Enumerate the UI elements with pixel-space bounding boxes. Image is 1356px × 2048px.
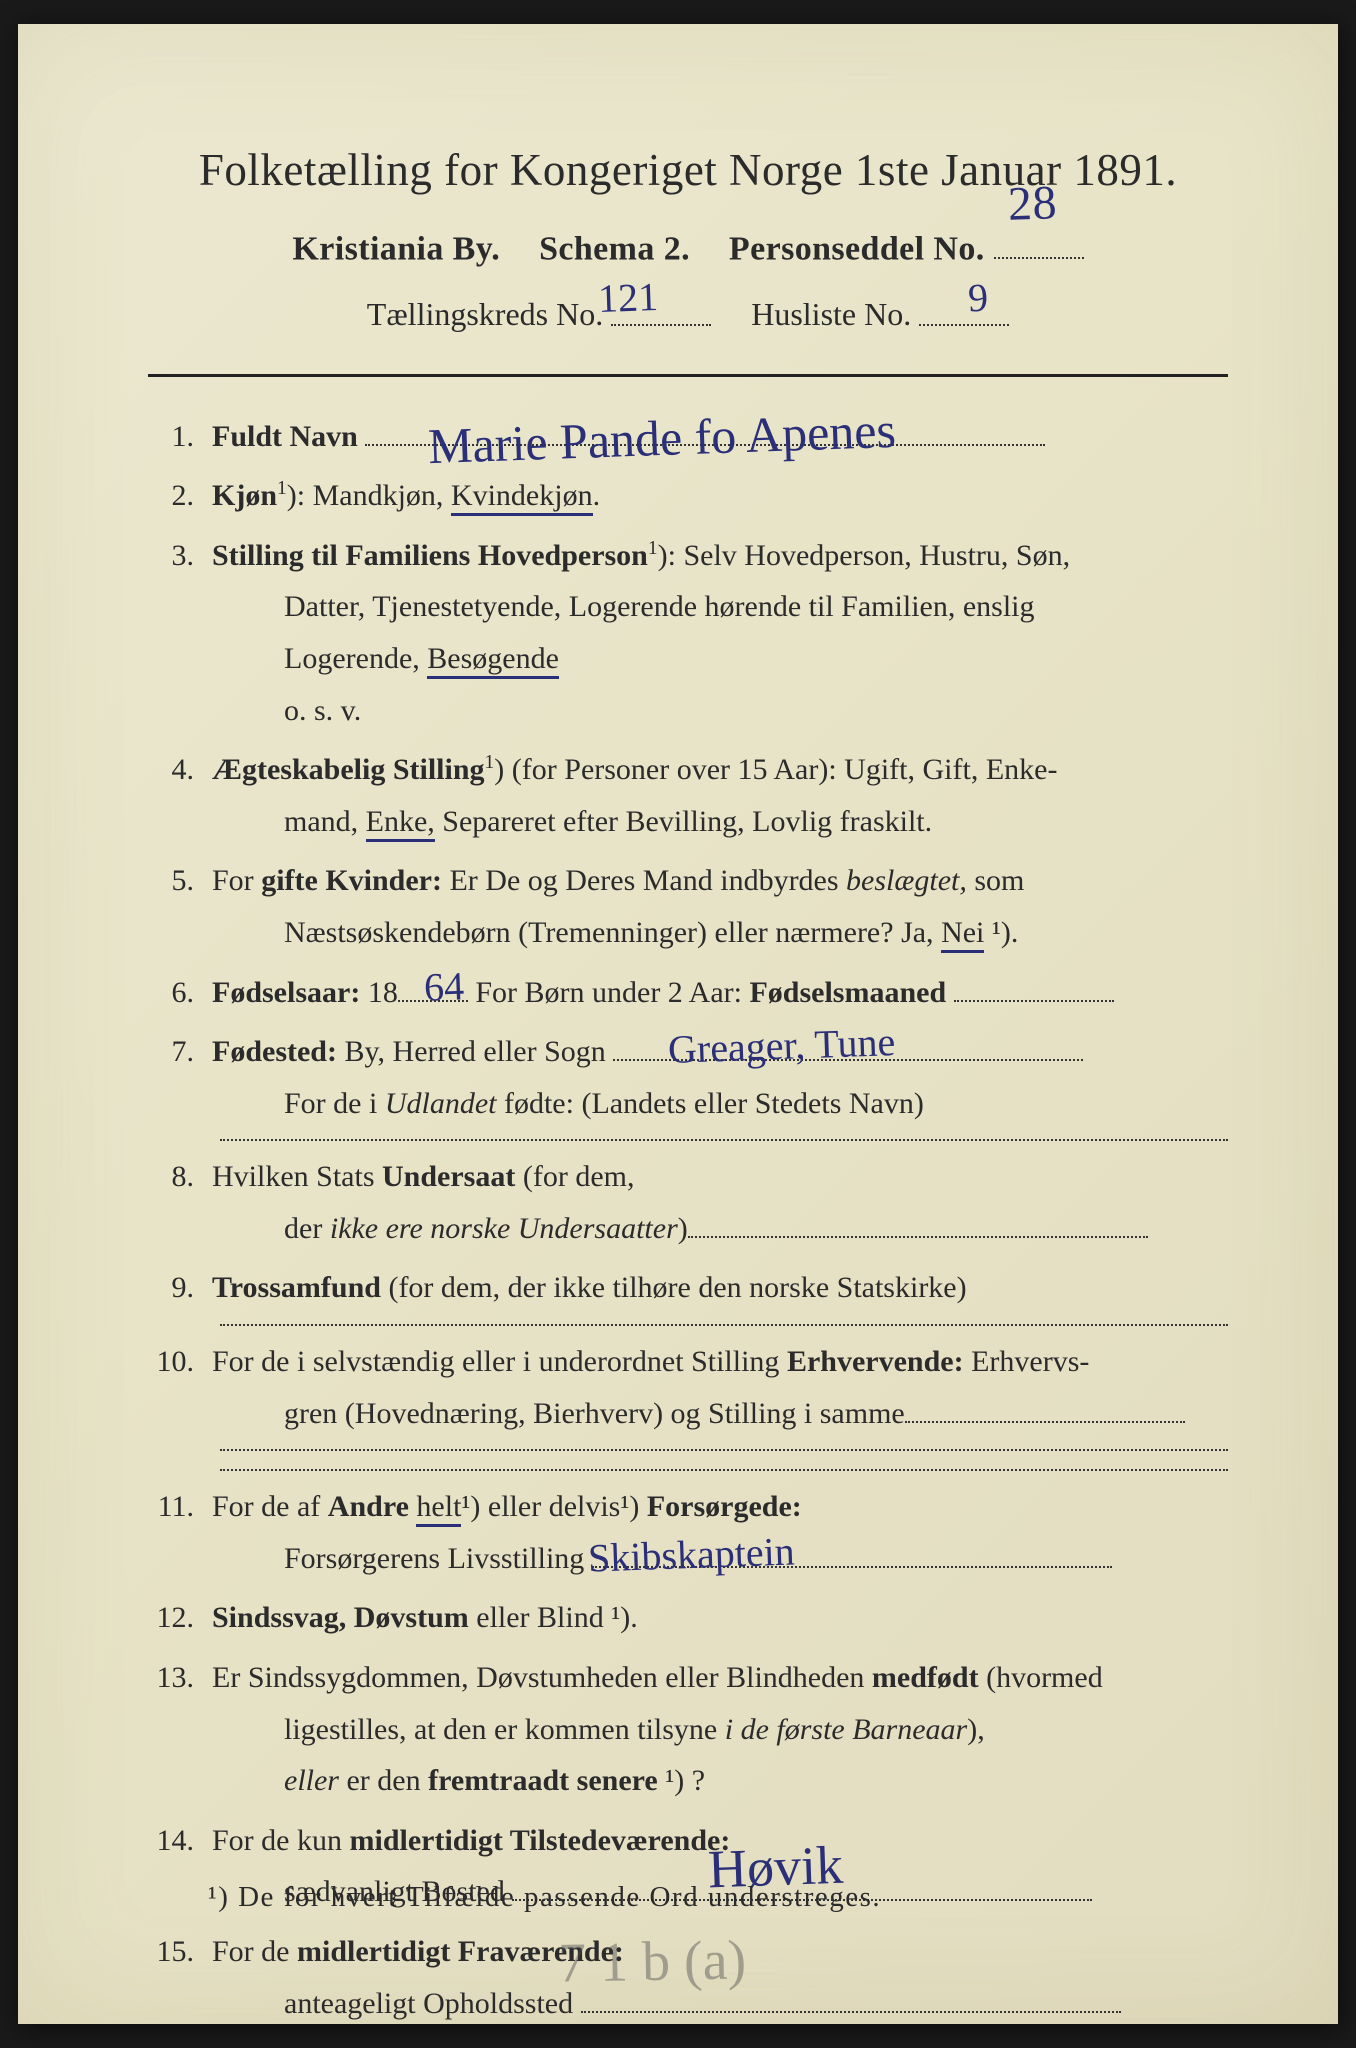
header-rule — [148, 374, 1228, 377]
item-num: 3. — [148, 530, 212, 736]
year-value: 64 — [423, 952, 465, 1022]
item-9: 9. Trossamfund (for dem, der ikke tilhør… — [148, 1262, 1228, 1314]
census-form-page: Folketælling for Kongeriget Norge 1ste J… — [18, 24, 1338, 2024]
item-label: gifte Kvinder: — [261, 864, 442, 897]
relation-selected: Besøgende — [427, 642, 559, 679]
kreds-value: 121 — [597, 273, 659, 322]
item-num: 2. — [148, 470, 212, 522]
personseddel-label: Personseddel No. — [729, 230, 985, 267]
name-value: Marie Pande fo Apenes — [427, 386, 898, 488]
item-10: 10. For de i selvstændig eller i underor… — [148, 1336, 1228, 1439]
item-label: Erhvervende: — [787, 1345, 964, 1378]
form-subtitle: Kristiania By. Schema 2. Personseddel No… — [148, 222, 1228, 268]
item-num: 5. — [148, 855, 212, 958]
item-12: 12. Sindssvag, Døvstum eller Blind ¹). — [148, 1592, 1228, 1644]
footnote: ¹) De for hvert Tilfælde passende Ord un… — [208, 1881, 1218, 1914]
item-7: 7. Fødested: By, Herred eller Sogn Greag… — [148, 1026, 1228, 1129]
husliste-value: 9 — [967, 274, 989, 322]
item-num: 13. — [148, 1652, 212, 1807]
dotted-rule — [220, 1324, 1228, 1326]
occupation-field — [905, 1390, 1185, 1423]
item-num: 4. — [148, 744, 212, 847]
item-label: Fødested: — [212, 1035, 337, 1068]
kreds-label: Tællingskreds No. — [367, 297, 603, 333]
schema-label: Schema 2. — [539, 230, 690, 267]
item-label: Sindssvag, Døvstum — [212, 1601, 469, 1634]
item-13: 13. Er Sindssygdommen, Døvstumheden elle… — [148, 1652, 1228, 1807]
item-11: 11. For de af Andre helt¹) eller delvis¹… — [148, 1481, 1228, 1584]
item-label: Fødselsaar: — [212, 976, 360, 1009]
item-label: Kjøn — [212, 479, 277, 512]
marital-selected: Enke, — [366, 805, 435, 842]
item-line: Datter, Tjenestetyende, Logerende hørend… — [212, 581, 1228, 633]
item-label: Undersaat — [382, 1160, 515, 1193]
item-label: Stilling til Familiens Hovedperson — [212, 539, 648, 572]
provider-value: Skibskaptein — [587, 1518, 796, 1594]
husliste-label: Husliste No. — [751, 297, 911, 333]
item-num: 10. — [148, 1336, 212, 1439]
form-title: Folketælling for Kongeriget Norge 1ste J… — [148, 144, 1228, 196]
item-num: 11. — [148, 1481, 212, 1584]
item-1: 1. Fuldt Navn Marie Pande fo Apenes — [148, 411, 1228, 463]
item-num: 12. — [148, 1592, 212, 1644]
birthplace-value: Greager, Tune — [667, 1008, 897, 1085]
item-label: Trossamfund — [212, 1271, 381, 1304]
item-6: 6. Fødselsaar: 18 For Børn under 2 Aar: … — [148, 967, 1228, 1019]
city-label: Kristiania By. — [292, 230, 500, 267]
item-5: 5. For gifte Kvinder: Er De og Deres Man… — [148, 855, 1228, 958]
dotted-rule — [220, 1469, 1228, 1471]
pencil-note: 7 1 b (a) — [557, 1928, 746, 1995]
personseddel-value: 28 — [1007, 175, 1058, 232]
item-8: 8. Hvilken Stats Undersaat (for dem, der… — [148, 1151, 1228, 1254]
item-num: 14. — [148, 1815, 212, 1918]
item-label: Ægteskabelig Stilling — [212, 753, 485, 786]
item-num: 8. — [148, 1151, 212, 1254]
month-field — [954, 969, 1114, 1002]
support-selected: helt — [416, 1490, 461, 1527]
item-num: 15. — [148, 1926, 212, 2029]
dotted-rule — [220, 1449, 1228, 1451]
form-subsub: Tællingskreds No. Husliste No. 121 9 — [148, 290, 1228, 333]
form-header: Folketælling for Kongeriget Norge 1ste J… — [148, 144, 1228, 334]
item-label: midlertidigt Tilstedeværende: — [350, 1824, 731, 1857]
husliste-field — [919, 290, 1009, 325]
related-selected: Nei — [941, 916, 984, 953]
dotted-rule — [220, 1139, 1228, 1141]
item-num: 7. — [148, 1026, 212, 1129]
citizenship-field — [688, 1205, 1148, 1238]
item-label: Fuldt Navn — [212, 420, 358, 453]
item-4: 4. Ægteskabelig Stilling1) (for Personer… — [148, 744, 1228, 847]
item-num: 9. — [148, 1262, 212, 1314]
form-items: 1. Fuldt Navn Marie Pande fo Apenes 2. K… — [148, 411, 1228, 2030]
item-3: 3. Stilling til Familiens Hovedperson1):… — [148, 530, 1228, 736]
item-line: o. s. v. — [212, 685, 1228, 737]
item-num: 6. — [148, 967, 212, 1019]
item-num: 1. — [148, 411, 212, 463]
